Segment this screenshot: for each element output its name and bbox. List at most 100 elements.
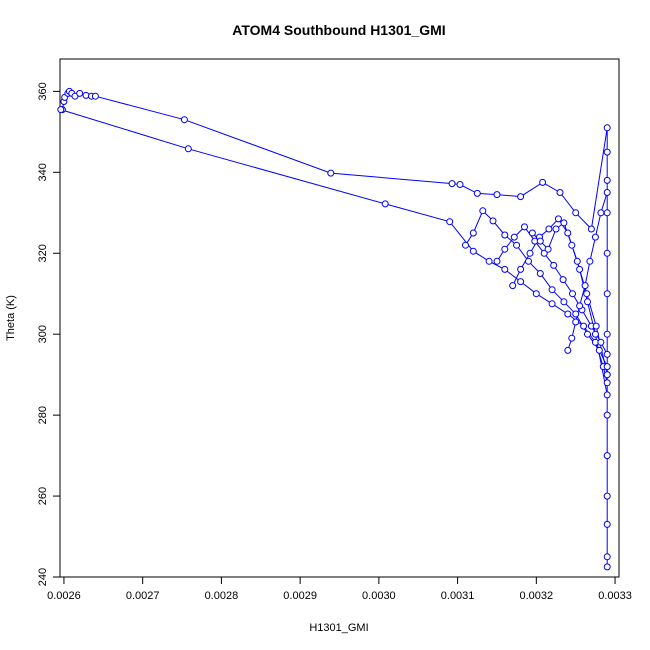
chart-title: ATOM4 Southbound H1301_GMI <box>232 22 445 38</box>
data-point <box>473 189 481 197</box>
data-point <box>560 298 568 306</box>
x-tick-label: 0.0033 <box>598 590 632 602</box>
data-point <box>493 257 501 265</box>
y-tick-label: 300 <box>37 325 49 343</box>
data-point <box>564 229 572 237</box>
y-tick-label: 240 <box>37 568 49 586</box>
data-point <box>603 249 611 257</box>
data-point <box>513 241 521 249</box>
data-point <box>489 217 497 225</box>
data-point <box>572 318 580 326</box>
data-point <box>597 338 605 346</box>
data-point <box>501 265 509 273</box>
data-point <box>501 231 509 239</box>
data-point <box>501 245 509 253</box>
data-point <box>548 286 556 294</box>
data-point <box>545 225 553 233</box>
data-point <box>603 520 611 528</box>
data-point <box>540 249 548 257</box>
data-point <box>591 330 599 338</box>
y-tick-label: 260 <box>37 487 49 505</box>
data-point <box>381 200 389 208</box>
data-point <box>603 379 611 387</box>
data-point <box>57 106 65 114</box>
data-point <box>76 89 84 97</box>
data-point <box>584 298 591 306</box>
x-tick-label: 0.0032 <box>520 590 554 602</box>
data-point <box>592 322 600 330</box>
data-point <box>568 334 576 342</box>
y-axis-label: Theta (K) <box>5 295 17 341</box>
data-point <box>584 330 591 338</box>
y-tick-label: 320 <box>37 244 49 262</box>
data-point <box>564 310 572 318</box>
data-point <box>532 290 540 298</box>
data-point <box>528 229 536 237</box>
data-point <box>603 452 611 460</box>
data-point <box>586 257 594 265</box>
data-point <box>603 209 611 217</box>
y-tick-label: 280 <box>37 406 49 424</box>
data-point <box>595 346 603 354</box>
data-point <box>580 322 588 330</box>
data-point <box>597 209 605 217</box>
data-point <box>573 257 581 265</box>
data-point <box>603 363 611 371</box>
data-point <box>479 207 487 215</box>
data-point <box>554 215 562 223</box>
data-point <box>517 265 525 273</box>
data-point <box>603 492 611 500</box>
data-point <box>560 219 568 227</box>
data-point <box>556 189 564 196</box>
data-point <box>591 233 599 241</box>
y-tick-label: 360 <box>37 82 49 100</box>
data-point <box>446 218 454 226</box>
data-point <box>603 371 611 379</box>
data-point <box>448 180 456 188</box>
x-tick-label: 0.0030 <box>362 590 396 602</box>
series-points <box>57 87 611 571</box>
data-point <box>603 176 611 184</box>
data-point <box>521 223 528 231</box>
data-point <box>572 310 580 318</box>
data-point <box>583 290 591 298</box>
x-tick-label: 0.0028 <box>205 590 239 602</box>
y-tick-label: 340 <box>37 163 49 181</box>
data-point <box>603 391 611 399</box>
data-point <box>603 330 611 338</box>
data-point <box>510 233 518 241</box>
x-axis-label: H1301_GMI <box>309 622 368 634</box>
x-tick-label: 0.0029 <box>283 590 317 602</box>
data-point <box>552 225 560 233</box>
data-point <box>572 209 580 217</box>
data-point <box>603 350 611 358</box>
data-point <box>536 270 544 277</box>
data-point <box>603 411 611 419</box>
x-axis: 0.0026 0.0027 0.0028 0.0029 0.0030 0.0031 0.00… <box>47 577 632 602</box>
data-point <box>525 257 532 265</box>
data-point <box>456 181 464 188</box>
data-point <box>548 300 556 308</box>
data-point <box>526 249 534 257</box>
y-axis: 240 260 280 300 320 340 360 <box>37 82 60 586</box>
x-tick-label: 0.0031 <box>441 590 475 602</box>
data-point <box>569 290 576 298</box>
data-point <box>576 265 584 273</box>
data-point <box>493 191 501 199</box>
data-point <box>469 229 477 237</box>
data-point <box>587 225 595 233</box>
data-point <box>550 261 558 269</box>
data-point <box>603 189 611 196</box>
data-point <box>536 237 544 245</box>
x-tick-label: 0.0026 <box>47 590 81 602</box>
data-point <box>469 247 477 255</box>
data-point <box>564 346 572 354</box>
data-point <box>485 257 493 265</box>
data-point <box>539 178 547 186</box>
data-point <box>517 278 525 286</box>
data-point <box>517 193 525 201</box>
data-point <box>462 241 469 249</box>
data-point <box>603 563 611 571</box>
